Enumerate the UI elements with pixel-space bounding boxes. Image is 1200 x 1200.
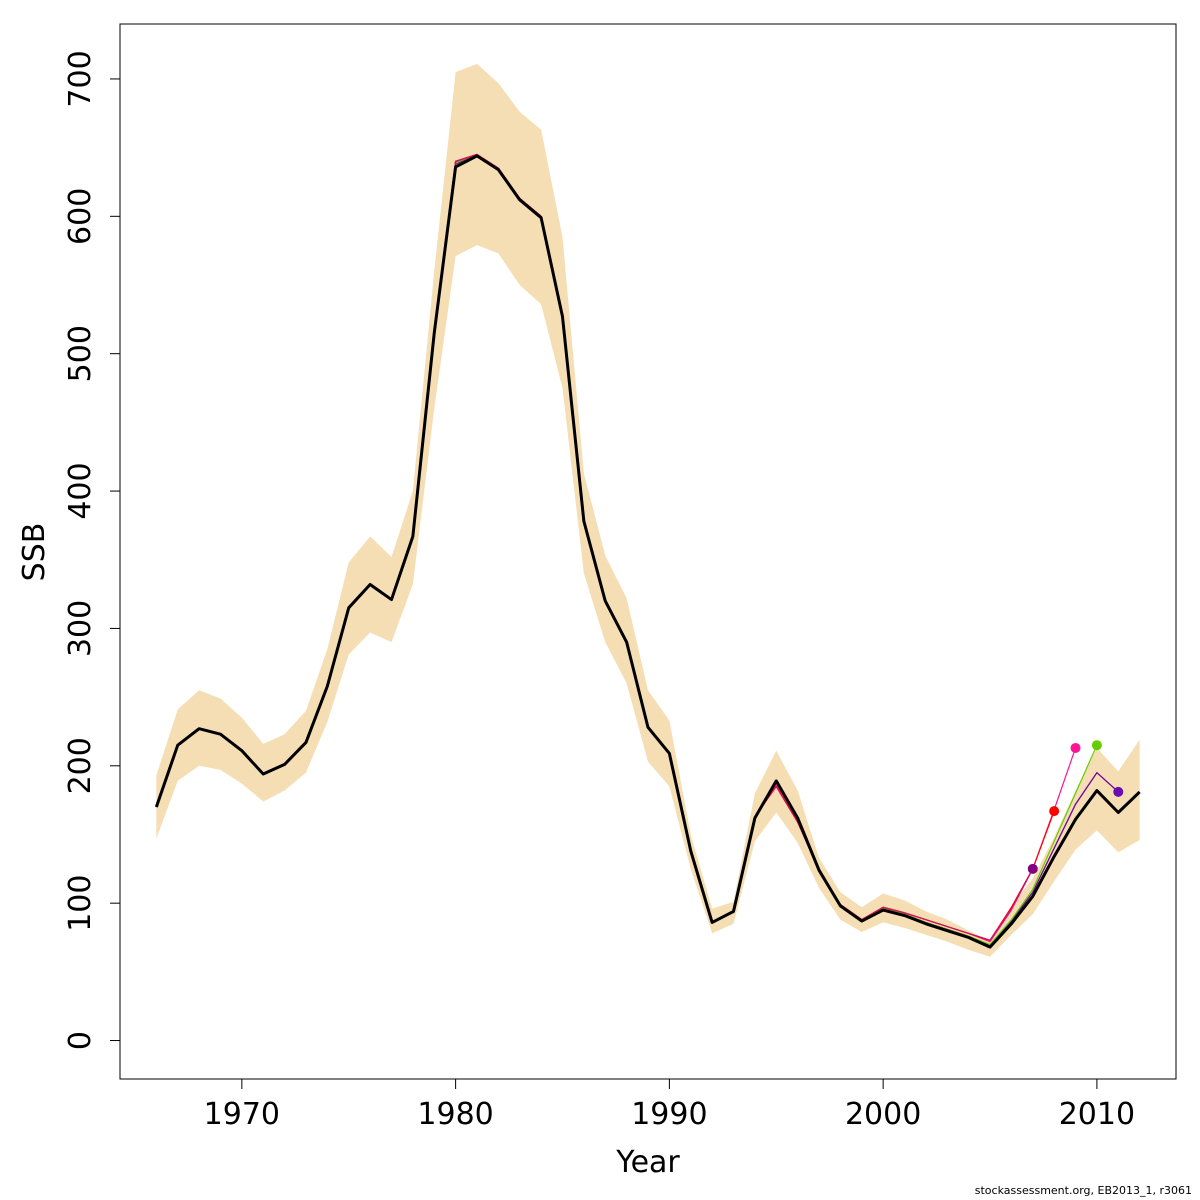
y-tick-label: 700	[63, 50, 98, 107]
y-tick-label: 300	[63, 600, 98, 657]
x-tick-label: 2010	[1059, 1097, 1135, 1132]
y-tick-label: 0	[63, 1031, 98, 1050]
end-point-1	[1049, 806, 1060, 817]
series-lines	[154, 153, 1141, 949]
series-line-3	[155, 153, 1098, 945]
series-line-5	[155, 153, 1055, 941]
series-line-4	[155, 153, 1077, 943]
x-tick-label: 1980	[417, 1097, 493, 1132]
y-axis-label: SSB	[17, 523, 52, 582]
end-point-2	[1070, 742, 1081, 753]
y-axis: 0 100 200 300 400 500 600 700	[63, 50, 120, 1050]
y-tick-label: 200	[63, 737, 98, 794]
end-point-0	[1027, 863, 1038, 874]
x-axis: 1970 1980 1990 2000 2010	[204, 1079, 1135, 1132]
end-points	[1027, 740, 1124, 874]
confidence-band	[156, 63, 1140, 957]
series-line-0	[154, 154, 1141, 949]
y-tick-label: 500	[63, 325, 98, 382]
end-point-3	[1091, 740, 1102, 751]
footnote: stockassessment.org, EB2013_1, r3061	[974, 1184, 1192, 1197]
plot-frame	[119, 23, 1177, 1080]
x-tick-label: 1990	[631, 1097, 707, 1132]
x-axis-label: Year	[615, 1145, 680, 1180]
y-tick-label: 100	[63, 875, 98, 932]
x-tick-label: 2000	[845, 1097, 921, 1132]
series-line-1	[155, 153, 1119, 947]
confidence-band-area	[156, 63, 1140, 957]
y-tick-label: 600	[63, 188, 98, 245]
end-point-4	[1113, 786, 1124, 797]
series-line-2	[155, 153, 1119, 947]
x-tick-label: 1970	[204, 1097, 280, 1132]
y-tick-label: 400	[63, 462, 98, 519]
